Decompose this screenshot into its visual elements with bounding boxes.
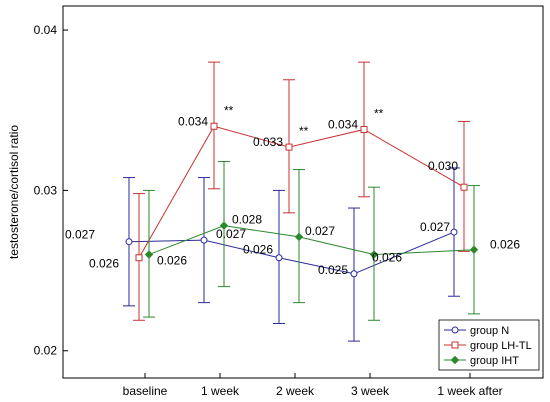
x-tick-label: 1 week — [201, 384, 240, 398]
legend-label: group N — [470, 325, 509, 337]
y-tick-label: 0.02 — [34, 344, 58, 358]
data-point — [460, 183, 468, 191]
data-point — [285, 143, 293, 151]
data-label: 0.027 — [420, 220, 450, 234]
data-label: 0.033 — [253, 135, 283, 149]
data-point — [144, 250, 154, 259]
series-group-lh-tl — [133, 61, 470, 321]
y-axis-title: testosterone/cortisol ratio — [7, 125, 21, 259]
data-label: 0.030 — [428, 159, 458, 173]
legend-item: group LH-TL — [444, 340, 532, 352]
y-tick-label: 0.03 — [34, 183, 58, 197]
data-label: 0.027 — [305, 224, 335, 238]
data-point — [200, 236, 208, 244]
data-point — [275, 254, 283, 262]
legend-item: group IHT — [444, 355, 519, 367]
significance-marker: ** — [374, 106, 384, 120]
data-label: 0.026 — [490, 238, 520, 252]
plot-frame — [62, 5, 544, 379]
data-labels: 0.027 0.027 0.026 0.025 0.027 0.026 0.034 ** 0.0… — [65, 103, 520, 277]
data-point — [450, 228, 458, 236]
data-point — [294, 232, 304, 242]
legend-item: group N — [444, 325, 509, 337]
data-label: 0.034 — [328, 117, 358, 131]
legend-marker — [450, 355, 460, 365]
data-label: 0.026 — [157, 254, 187, 268]
legend: group N group LH-TL group IHT — [438, 319, 540, 371]
data-label: 0.026 — [372, 251, 402, 265]
data-point — [469, 245, 479, 254]
data-label: 0.026 — [243, 243, 273, 257]
data-point — [210, 122, 218, 130]
series-group-n — [123, 167, 460, 342]
data-point — [350, 270, 358, 278]
y-tick-label: 0.04 — [34, 23, 58, 37]
significance-marker: ** — [224, 103, 234, 117]
x-tick-label: baseline — [123, 384, 168, 398]
data-label: 0.027 — [216, 227, 246, 241]
x-tick-label: 1 week after — [437, 384, 502, 398]
data-point — [135, 254, 143, 262]
significance-marker: ** — [299, 124, 309, 138]
data-label: 0.026 — [89, 257, 119, 271]
data-label: 0.028 — [232, 213, 262, 227]
data-point — [219, 221, 229, 230]
data-point — [360, 125, 368, 133]
legend-marker — [451, 326, 459, 334]
x-tick-label: 3 week — [351, 384, 390, 398]
series-layer — [123, 61, 480, 342]
data-label: 0.034 — [178, 114, 208, 128]
data-point — [125, 238, 133, 246]
y-axis: 0.02 0.03 0.04 — [34, 23, 68, 358]
series-group-iht — [143, 161, 480, 321]
x-tick-label: 2 week — [276, 384, 315, 398]
legend-label: group LH-TL — [470, 340, 532, 352]
data-label: 0.025 — [318, 263, 348, 277]
legend-marker — [451, 341, 459, 349]
data-point — [369, 250, 379, 259]
data-label: 0.027 — [65, 228, 95, 242]
x-axis: baseline 1 week 2 week 3 week 1 week after — [123, 373, 503, 398]
legend-label: group IHT — [470, 355, 519, 367]
